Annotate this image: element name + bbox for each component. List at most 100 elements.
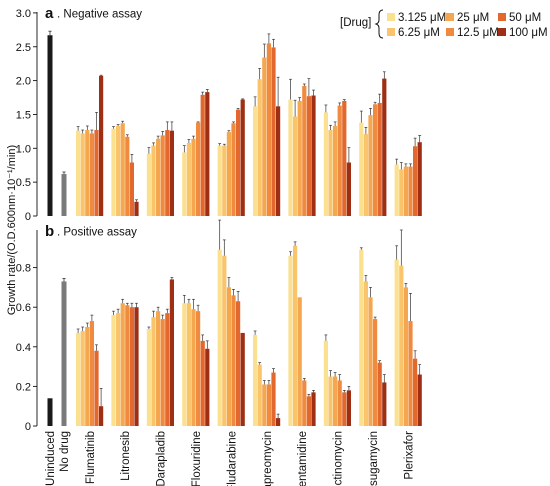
panel-title: . Negative assay [57,9,142,21]
panel-letter: a [45,5,54,22]
category-label: Pentamidine [297,431,309,486]
category-label: Spectinomycin [333,431,345,486]
bar-darapladib-5 [165,130,170,216]
bar-flumatinib-1 [76,130,81,216]
bar-kasugamycin-5 [377,362,382,426]
bar-flumatinib-2 [80,330,85,426]
bar-flumatinib-6 [99,406,104,426]
bar-litronesib-1 [111,315,116,426]
bar-fludarabine-2 [222,255,227,426]
bar-flumatinib-3 [85,130,90,216]
bar-floxuridine-3 [191,309,196,426]
y-tick-label: 0.8 [16,263,31,275]
bar-floxuridine-5 [200,94,205,216]
bar-kasugamycin-4 [373,104,378,216]
bar-spectinomycin-1 [323,340,328,426]
bar-plerixafor-1 [394,259,399,426]
bar-plerixafor-5 [413,146,418,216]
bar-capreomycin-1 [253,334,258,426]
bar-darapladib-2 [151,317,156,426]
bar-fludarabine-6 [240,99,245,216]
legend-swatch [498,13,506,21]
bar-pentamidine-2 [293,116,298,216]
bar-fludarabine-4 [231,123,236,216]
bar-spectinomycin-6 [346,162,351,216]
bar-flumatinib-6 [99,75,104,217]
bar-plerixafor-6 [417,142,422,216]
bar-plerixafor-1 [394,164,399,216]
bar-litronesib-5 [129,307,134,426]
bar-floxuridine-6 [205,348,210,426]
category-labels: Uninduced No drug Flumatinib Litronesib Dara… [45,431,415,486]
bar-plerixafor-4 [408,166,413,216]
bar-spectinomycin-3 [333,125,338,216]
bar-fludarabine-1 [217,249,222,426]
y-tick-label: 0 [25,211,31,223]
panel-letter: b [45,223,54,240]
bar-darapladib-1 [146,328,151,426]
bar-kasugamycin-6 [382,78,387,216]
positive-assay-panel: 0 0.2 0.4 0.6 0.8 b. Positive assay [16,219,422,433]
category-label: Uninduced [45,431,57,486]
bar-pentamidine-4 [302,86,307,217]
bar-plerixafor-6 [417,374,422,426]
bar-kasugamycin-1 [359,249,364,426]
bar-pentamidine-6 [311,95,316,216]
bar-capreomycin-2 [257,364,262,426]
bar-plerixafor-3 [403,166,408,216]
bar-spectinomycin-3 [333,376,338,426]
bar-pentamidine-1 [288,255,293,426]
bar-uninduced [47,35,53,217]
bar-litronesib-6 [134,201,139,216]
bar-kasugamycin-3 [368,115,373,216]
bar-no-drug [61,281,67,426]
bar-capreomycin-4 [266,43,271,216]
bar-flumatinib-3 [85,327,90,426]
bar-flumatinib-1 [76,332,81,426]
bar-floxuridine-4 [196,311,201,426]
bar-spectinomycin-1 [323,112,328,216]
category-label: Capreomycin [262,431,274,486]
bar-plerixafor-2 [399,265,404,426]
bar-capreomycin-5 [271,47,276,216]
legend-swatch [387,13,395,21]
bar-pentamidine-3 [297,100,302,216]
bar-spectinomycin-6 [346,390,351,426]
bar-plerixafor-2 [399,169,404,216]
bar-litronesib-4 [125,305,130,426]
bar-litronesib-3 [120,123,125,216]
bar-pentamidine-5 [306,396,311,426]
bar-floxuridine-6 [205,92,210,216]
bar-darapladib-4 [160,135,165,216]
bar-spectinomycin-5 [342,392,347,426]
bar-flumatinib-5 [94,130,99,216]
legend-brace [374,9,384,39]
bar-litronesib-2 [116,313,121,426]
bar-spectinomycin-2 [328,130,333,216]
bar-darapladib-3 [156,311,161,426]
y-tick-label: 2.0 [16,76,31,88]
bar-litronesib-3 [120,303,125,426]
bar-floxuridine-3 [191,138,196,216]
bar-no-drug [61,174,67,216]
category-label: Kasugamycin [368,431,380,486]
bar-kasugamycin-1 [359,122,364,216]
y-tick-label: 0.2 [16,381,31,393]
legend-label: 25 μM [457,12,489,24]
bar-spectinomycin-2 [328,376,333,426]
legend-label: 3.125 μM [398,12,446,24]
bar-litronesib-4 [125,136,130,216]
category-label: Plerixafor [403,431,415,480]
bar-darapladib-4 [160,319,165,426]
bar-plerixafor-5 [413,358,418,426]
legend-label: 6.25 μM [398,27,440,39]
bar-darapladib-5 [165,313,170,426]
bar-kasugamycin-2 [363,134,368,216]
category-label: No drug [59,431,71,472]
bar-litronesib-5 [129,162,134,216]
y-tick-label: 0.6 [16,302,31,314]
legend-swatch [498,28,506,36]
bar-pentamidine-4 [302,380,307,426]
bar-kasugamycin-2 [363,281,368,426]
